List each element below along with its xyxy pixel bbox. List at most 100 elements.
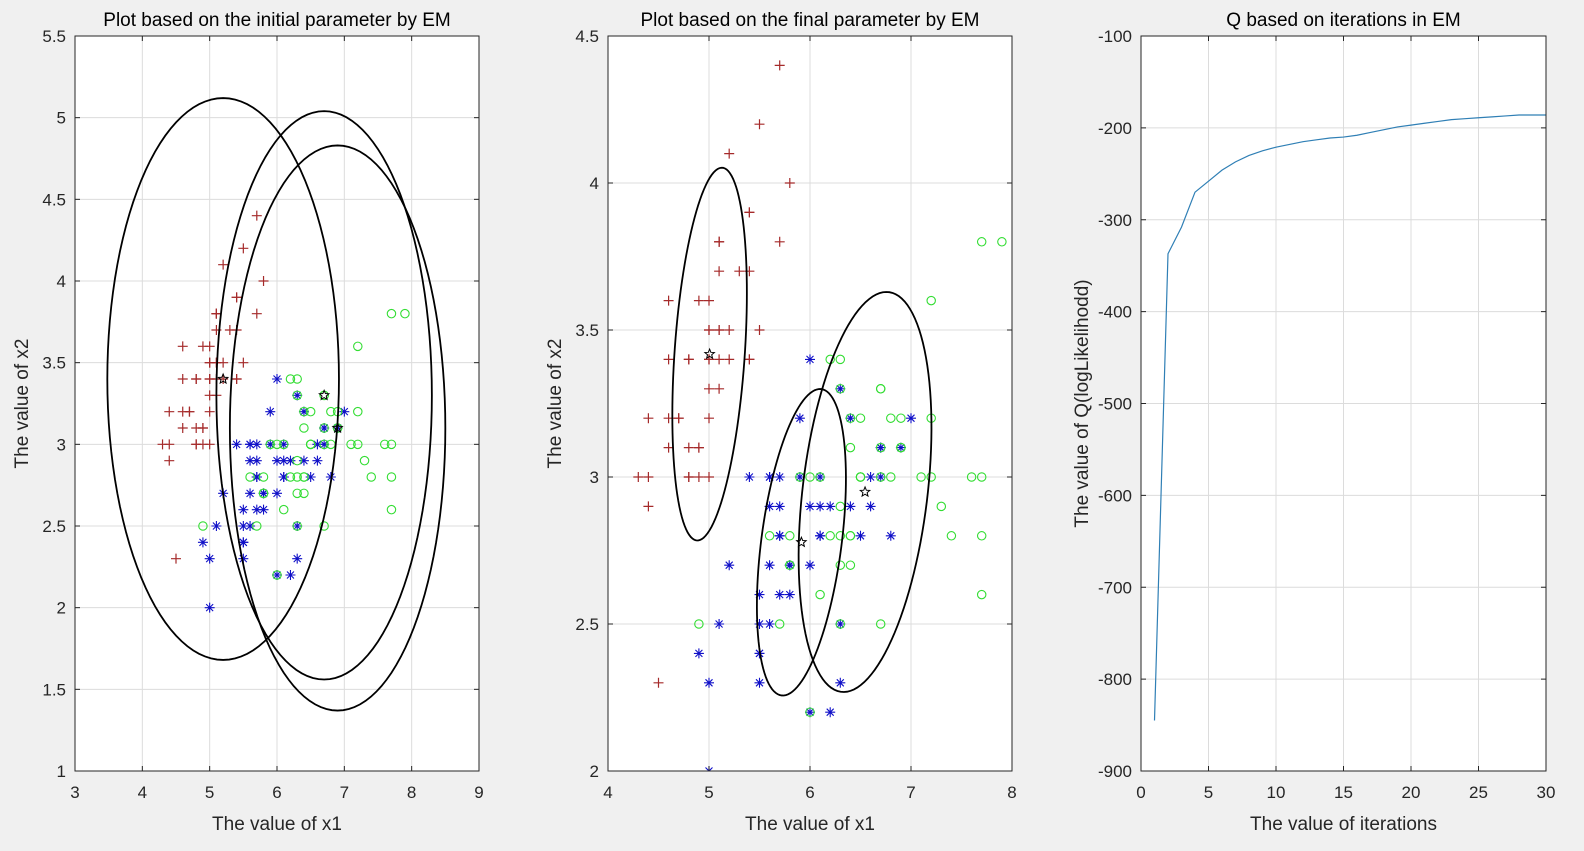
plus-marker — [251, 210, 262, 221]
plus-marker — [754, 325, 765, 335]
x-tick-label: 5 — [704, 783, 713, 802]
asterisk-marker — [312, 439, 323, 450]
x-tick-label: 8 — [1007, 783, 1016, 802]
y-tick-label: 2.5 — [575, 615, 599, 634]
plus-marker — [704, 325, 714, 335]
y-tick-label: 5 — [57, 109, 66, 128]
asterisk-marker — [292, 553, 303, 564]
asterisk-marker — [319, 439, 330, 450]
asterisk-marker — [245, 439, 256, 450]
asterisk-marker — [693, 648, 704, 659]
plus-marker — [683, 472, 694, 482]
plus-marker — [204, 406, 215, 417]
plus-marker — [693, 472, 704, 482]
asterisk-marker — [339, 406, 350, 417]
center-marker — [795, 535, 808, 548]
asterisk-marker — [285, 570, 296, 580]
asterisk-marker — [794, 472, 805, 482]
x-tick-label: 0 — [1136, 783, 1145, 802]
asterisk-marker — [292, 521, 303, 531]
circle-marker — [835, 384, 846, 394]
asterisk-marker — [744, 472, 755, 482]
center-marker — [859, 485, 872, 498]
plus-marker — [714, 236, 725, 247]
circle-marker — [815, 472, 825, 482]
asterisk-marker — [774, 472, 785, 482]
circle-marker — [875, 472, 886, 482]
asterisk-marker — [754, 589, 765, 600]
circle-marker — [926, 295, 936, 306]
asterisk-marker — [285, 455, 296, 466]
asterisk-marker — [845, 501, 856, 512]
circle-marker — [855, 413, 866, 423]
circle-marker — [278, 439, 289, 450]
asterisk-marker — [784, 589, 795, 600]
plus-marker — [663, 295, 674, 306]
circle-marker — [835, 619, 846, 629]
y-tick-label: 4.5 — [42, 190, 66, 209]
plus-marker — [191, 439, 202, 450]
plus-marker — [663, 442, 674, 453]
y-tick-label: 3 — [590, 468, 599, 487]
circle-marker — [292, 488, 302, 499]
circle-marker — [976, 531, 987, 541]
circle-marker — [815, 589, 825, 600]
asterisk-marker — [272, 488, 282, 499]
center-marker — [331, 421, 344, 434]
plus-marker — [251, 308, 262, 319]
plus-marker — [197, 341, 208, 352]
plus-marker — [197, 423, 208, 433]
circle-marker — [400, 308, 410, 319]
asterisk-marker — [238, 521, 249, 531]
circle-marker — [997, 237, 1007, 247]
plus-marker — [238, 357, 249, 368]
circle-marker — [305, 406, 316, 417]
asterisk-marker — [197, 537, 208, 548]
asterisk-marker — [272, 455, 282, 466]
asterisk-marker — [265, 406, 276, 417]
asterisk-marker — [251, 455, 262, 466]
plus-marker — [693, 442, 704, 453]
center-marker — [703, 347, 716, 360]
plus-marker — [231, 374, 242, 384]
circle-marker — [292, 455, 302, 466]
asterisk-marker — [815, 530, 826, 541]
circle-marker — [976, 237, 987, 247]
gaussian-ellipse — [228, 144, 447, 712]
asterisk-marker — [774, 530, 785, 541]
asterisk-marker — [724, 560, 735, 571]
chart-panel-3: 0 5 10 15 20 25 30 -900 -800 -700 -600 -500 -400 -300… — [1072, 10, 1555, 835]
asterisk-marker — [764, 472, 775, 482]
circle-marker — [299, 488, 309, 499]
plus-marker — [177, 423, 188, 433]
y-tick-label: 2 — [57, 599, 66, 618]
plus-marker — [693, 295, 704, 306]
circle-marker — [896, 442, 906, 453]
asterisk-marker — [815, 472, 826, 482]
circle-marker — [326, 406, 336, 417]
asterisk-marker — [764, 619, 775, 629]
plus-marker — [714, 266, 725, 277]
asterisk-marker — [272, 570, 282, 580]
asterisk-marker — [774, 501, 785, 512]
x-tick-label: 6 — [272, 783, 281, 802]
plus-marker — [704, 354, 714, 365]
plus-marker — [177, 374, 188, 384]
asterisk-marker — [825, 707, 836, 718]
circle-marker — [845, 442, 856, 453]
x-tick-label: 5 — [1204, 783, 1213, 802]
y-axis-label: The value of Q(logLikelihodd) — [1072, 279, 1093, 527]
circle-marker — [916, 472, 926, 482]
asterisk-marker — [238, 553, 249, 564]
circle-marker — [198, 521, 208, 531]
circle-marker — [386, 308, 397, 319]
asterisk-marker — [774, 589, 785, 600]
asterisk-marker — [865, 472, 876, 482]
circle-marker — [319, 423, 329, 433]
plus-marker — [704, 383, 714, 394]
circle-marker — [299, 472, 309, 482]
y-tick-label: 5.5 — [42, 27, 66, 46]
plus-marker — [754, 119, 765, 130]
center-marker — [217, 372, 230, 385]
plus-marker — [663, 354, 674, 365]
